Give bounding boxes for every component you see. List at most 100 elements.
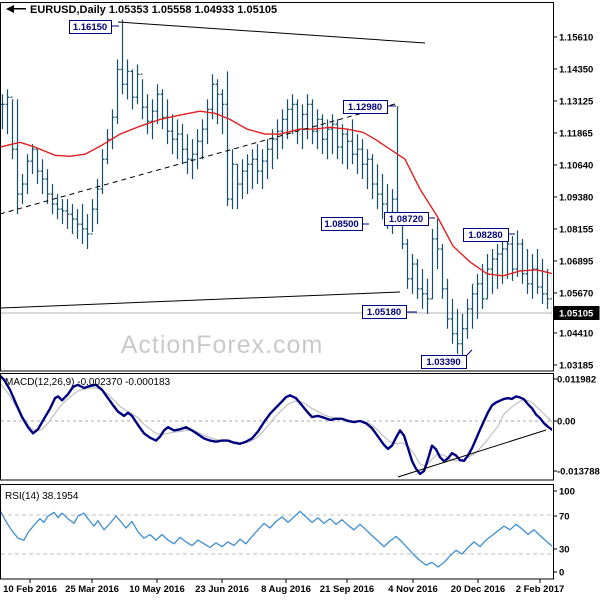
- ohlc-bar: [210, 74, 215, 120]
- ohlc-bar: [380, 174, 385, 220]
- price-axis-label: 1.14350: [559, 65, 593, 76]
- macd-legend: MACD(12,26,9) -0.002370 -0.000183: [5, 377, 171, 388]
- price-axis-label: 1.10640: [559, 161, 593, 172]
- macd-panel[interactable]: [0, 373, 554, 481]
- time-axis[interactable]: [0, 580, 600, 600]
- ohlc-bar: [495, 243, 500, 289]
- ohlc-bar: [545, 269, 550, 309]
- date-label: 8 Aug 2016: [261, 584, 311, 595]
- annotation-box[interactable]: [463, 228, 509, 242]
- annotation-label: 1.03390: [426, 357, 460, 368]
- trendline-horizontal-support: [1, 291, 401, 309]
- watermark: ActionForex.com: [121, 331, 324, 359]
- price-annotation[interactable]: 1.05180: [362, 305, 418, 319]
- macd-axis-label: 0.011982: [557, 375, 596, 386]
- trendline-falling-resistance: [117, 21, 426, 44]
- annotation-box[interactable]: [421, 355, 467, 369]
- date-label: 10 Feb 2016: [3, 584, 57, 595]
- annotation-label: 1.08500: [324, 219, 358, 230]
- price-axis[interactable]: [554, 2, 600, 579]
- ohlc-bar: [85, 214, 90, 249]
- rsi-panel[interactable]: [0, 484, 554, 580]
- ohlc-bar: [430, 228, 435, 300]
- ohlc-bar: [185, 134, 190, 175]
- price-annotation[interactable]: 1.08280: [463, 228, 516, 242]
- annotation-label: 1.08720: [389, 214, 423, 225]
- price-panel[interactable]: [0, 2, 554, 372]
- ohlc-bar: [455, 308, 460, 354]
- macd-axis-label: 0.00: [557, 417, 576, 428]
- ohlc-bar: [230, 149, 235, 210]
- ohlc-bar: [125, 59, 130, 100]
- ohlc-bar: [25, 154, 30, 195]
- ohlc-bar: [350, 119, 355, 165]
- macd-plot-layer: [1, 375, 552, 478]
- price-axis-label: 1.13125: [559, 97, 594, 108]
- price-axis-label: 1.03185: [559, 361, 594, 372]
- ohlc-bar: [5, 89, 10, 135]
- ohlc-bar: [480, 264, 485, 309]
- price-axis-label: 1.11865: [559, 129, 594, 140]
- ohlc-bar: [255, 144, 260, 185]
- ohlc-bar: [415, 259, 420, 299]
- annotation-box[interactable]: [362, 305, 407, 319]
- ohlc-bar: [235, 163, 240, 210]
- annotation-label: 1.05180: [367, 307, 401, 318]
- ohlc-bar: [465, 298, 470, 339]
- ohlc-bar: [120, 19, 125, 95]
- ohlc-bar: [425, 278, 430, 314]
- price-annotation[interactable]: 1.16150: [69, 20, 120, 34]
- annotation-box[interactable]: [343, 100, 388, 114]
- ohlc-bar: [40, 159, 45, 195]
- price-annotation[interactable]: 1.08720: [384, 212, 436, 226]
- date-label: 10 May 2016: [129, 584, 184, 595]
- rsi-axis-label: 100: [559, 487, 575, 498]
- annotation-box[interactable]: [384, 212, 429, 226]
- ohlc-bar: [130, 69, 135, 110]
- ohlc-bar: [160, 89, 165, 130]
- price-axis-label: 1.05670: [559, 289, 593, 300]
- macd-axis-label: -0.013788: [557, 467, 600, 478]
- rsi-axis-label: 0: [559, 568, 564, 579]
- date-label: 21 Sep 2016: [320, 584, 374, 595]
- annotation-box[interactable]: [69, 20, 112, 34]
- ohlc-bar: [370, 154, 375, 200]
- ohlc-bar: [435, 218, 440, 270]
- price-annotation[interactable]: 1.08500: [321, 217, 370, 231]
- date-layer: 10 Feb 2016 25 Mar 2016 10 May 2016 23 Jun …: [3, 579, 564, 595]
- ohlc-bar: [175, 119, 180, 160]
- ohlc-bar: [260, 149, 265, 190]
- ohlc-bar: [55, 194, 60, 220]
- ohlc-bar: [265, 139, 270, 180]
- ohlc-bar: [115, 59, 120, 125]
- ohlc-bar: [520, 238, 525, 284]
- ohlc-bar: [445, 278, 450, 329]
- ohlc-bar: [405, 238, 410, 289]
- price-plot-layer: [1, 19, 552, 360]
- ohlc-bar: [145, 94, 150, 135]
- rsi-axis-label: 70: [559, 512, 570, 523]
- annotation-box[interactable]: [321, 217, 363, 231]
- ohlc-bar: [90, 199, 95, 235]
- ohlc-bar: [440, 243, 445, 299]
- ohlc-bar: [515, 230, 520, 277]
- current-price-value: 1.05105: [559, 309, 594, 320]
- ohlc-bar: [10, 96, 15, 160]
- ohlc-bar: [290, 94, 295, 135]
- ohlc-bar: [550, 278, 552, 317]
- date-label: 2 Feb 2017: [516, 584, 565, 595]
- ohlc-bar: [170, 114, 175, 155]
- ohlc-bar: [240, 159, 245, 200]
- annotation-label: 1.12980: [348, 102, 382, 113]
- price-annotation[interactable]: 1.03390: [421, 349, 473, 369]
- ohlc-bar: [530, 253, 535, 299]
- ohlc-bar: [155, 84, 160, 125]
- price-axis-label: 1.08155: [559, 225, 594, 236]
- price-axis-label: 1.06895: [559, 257, 594, 268]
- price-annotation[interactable]: 1.12980: [343, 100, 397, 114]
- ohlc-bar: [470, 283, 475, 329]
- ohlc-bar: [225, 71, 230, 206]
- chart-shift-marker-icon[interactable]: [6, 5, 26, 13]
- ema-line: [1, 110, 552, 277]
